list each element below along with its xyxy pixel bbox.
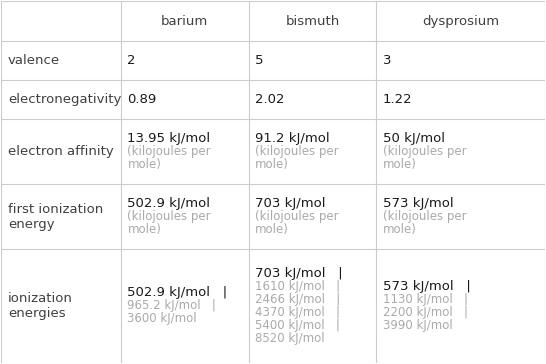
Text: 703 kJ/mol: 703 kJ/mol xyxy=(255,197,325,210)
Text: valence: valence xyxy=(8,54,60,67)
Text: 3: 3 xyxy=(383,54,391,67)
Text: (kilojoules per: (kilojoules per xyxy=(383,210,466,223)
Text: 965.2 kJ/mol   |: 965.2 kJ/mol | xyxy=(127,299,216,312)
Text: 2: 2 xyxy=(127,54,136,67)
Text: mole): mole) xyxy=(127,223,161,236)
Text: 502.9 kJ/mol: 502.9 kJ/mol xyxy=(127,197,210,210)
Text: first ionization
energy: first ionization energy xyxy=(8,203,103,231)
Text: bismuth: bismuth xyxy=(285,15,340,28)
Text: 573 kJ/mol   |: 573 kJ/mol | xyxy=(383,280,471,293)
Text: ionization
energies: ionization energies xyxy=(8,292,73,320)
Text: (kilojoules per: (kilojoules per xyxy=(383,145,466,158)
Text: 2466 kJ/mol   |: 2466 kJ/mol | xyxy=(255,293,340,306)
Text: 8520 kJ/mol: 8520 kJ/mol xyxy=(255,332,325,345)
Text: mole): mole) xyxy=(255,223,289,236)
Text: 13.95 kJ/mol: 13.95 kJ/mol xyxy=(127,132,211,145)
Text: 5400 kJ/mol   |: 5400 kJ/mol | xyxy=(255,319,340,332)
Text: electronegativity: electronegativity xyxy=(8,93,121,106)
Text: 3990 kJ/mol: 3990 kJ/mol xyxy=(383,319,453,332)
Text: 2.02: 2.02 xyxy=(255,93,284,106)
Text: 91.2 kJ/mol: 91.2 kJ/mol xyxy=(255,132,330,145)
Text: (kilojoules per: (kilojoules per xyxy=(255,145,339,158)
Text: barium: barium xyxy=(161,15,209,28)
Text: mole): mole) xyxy=(127,158,161,171)
Text: 0.89: 0.89 xyxy=(127,93,157,106)
Text: 573 kJ/mol: 573 kJ/mol xyxy=(383,197,453,210)
Text: (kilojoules per: (kilojoules per xyxy=(127,210,211,223)
Text: (kilojoules per: (kilojoules per xyxy=(255,210,339,223)
Text: dysprosium: dysprosium xyxy=(422,15,499,28)
Text: 502.9 kJ/mol   |: 502.9 kJ/mol | xyxy=(127,286,228,299)
Text: electron affinity: electron affinity xyxy=(8,145,114,158)
Text: 1610 kJ/mol   |: 1610 kJ/mol | xyxy=(255,280,340,293)
Text: 1130 kJ/mol   |: 1130 kJ/mol | xyxy=(383,293,468,306)
Text: 703 kJ/mol   |: 703 kJ/mol | xyxy=(255,267,343,280)
Text: 5: 5 xyxy=(255,54,264,67)
Text: 4370 kJ/mol   |: 4370 kJ/mol | xyxy=(255,306,340,319)
Text: 3600 kJ/mol: 3600 kJ/mol xyxy=(127,312,197,325)
Text: 2200 kJ/mol   |: 2200 kJ/mol | xyxy=(383,306,468,319)
Text: mole): mole) xyxy=(255,158,289,171)
Text: mole): mole) xyxy=(383,158,417,171)
Text: mole): mole) xyxy=(383,223,417,236)
Text: 1.22: 1.22 xyxy=(383,93,412,106)
Text: (kilojoules per: (kilojoules per xyxy=(127,145,211,158)
Text: 50 kJ/mol: 50 kJ/mol xyxy=(383,132,445,145)
